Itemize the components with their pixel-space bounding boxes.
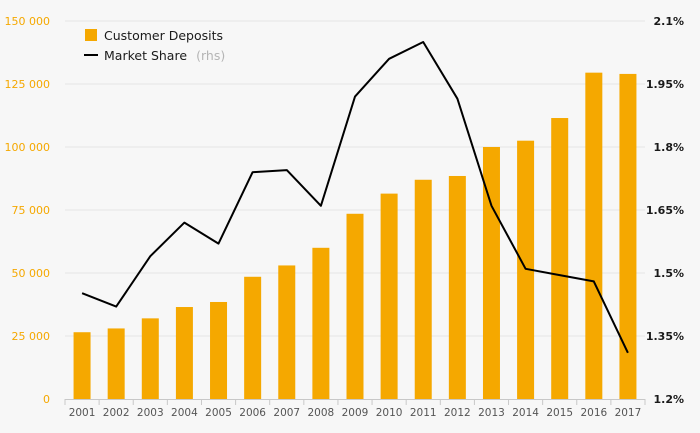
left-tick-label: 125 000: [5, 78, 51, 91]
x-tick-label: 2013: [478, 407, 505, 419]
x-tick-label: 2008: [308, 407, 335, 419]
x-tick-label: 2003: [137, 407, 164, 419]
right-tick-label: 1.5%: [653, 267, 684, 280]
left-tick-label: 150 000: [5, 15, 51, 28]
right-tick-label: 1.65%: [646, 204, 684, 217]
left-tick-label: 75 000: [12, 204, 51, 217]
x-tick-label: 2009: [342, 407, 369, 419]
left-tick-label: 0: [43, 393, 50, 406]
x-tick-label: 2007: [273, 407, 300, 419]
legend-label-market-share: Market Share: [104, 48, 187, 63]
bar: [244, 276, 262, 399]
x-tick-label: 2005: [205, 407, 232, 419]
right-tick-label: 1.35%: [646, 330, 684, 343]
axes: [64, 399, 646, 405]
right-tick-label: 1.95%: [646, 78, 684, 91]
bar: [346, 213, 364, 399]
bar: [585, 72, 603, 399]
x-tick-label: 2011: [410, 407, 437, 419]
bar: [141, 318, 159, 399]
bar: [448, 175, 466, 399]
bar: [551, 118, 569, 400]
bar: [278, 265, 296, 399]
legend-swatch-customer-deposits: [85, 29, 97, 41]
legend-label-customer-deposits: Customer Deposits: [104, 28, 223, 43]
x-tick-label: 2002: [103, 407, 130, 419]
x-axis-ticks: 2001 2002 2003 2004 2005 2006 2007 2008 2009 2010…: [69, 407, 642, 419]
x-tick-label: 2010: [376, 407, 403, 419]
right-tick-label: 2.1%: [653, 15, 684, 28]
x-tick-label: 2014: [512, 407, 539, 419]
bar: [619, 73, 637, 400]
x-tick-label: 2001: [69, 407, 96, 419]
bar: [107, 328, 125, 399]
bar: [517, 140, 535, 399]
x-tick-label: 2015: [546, 407, 573, 419]
x-tick-label: 2006: [239, 407, 266, 419]
bar: [482, 147, 500, 399]
bar: [210, 301, 228, 399]
x-tick-label: 2016: [580, 407, 607, 419]
left-tick-label: 25 000: [12, 330, 51, 343]
bar-series-customer-deposits: [73, 72, 637, 400]
x-tick-label: 2017: [615, 407, 642, 419]
left-tick-label: 100 000: [5, 141, 51, 154]
bar: [73, 332, 91, 399]
right-axis-ticks: 1.2% 1.35% 1.5% 1.65% 1.8% 1.95% 2.1%: [646, 15, 684, 406]
legend-note-rhs: (rhs): [196, 48, 225, 63]
bar: [175, 307, 193, 399]
bar: [312, 247, 330, 399]
svg-text:Market Share (rhs): Market Share (rhs): [104, 45, 225, 64]
gridlines: [65, 20, 645, 337]
right-tick-label: 1.8%: [653, 141, 684, 154]
x-tick-label: 2004: [171, 407, 198, 419]
right-tick-label: 1.2%: [653, 393, 684, 406]
line-series-market-share: [81, 41, 629, 354]
x-tick-label: 2012: [444, 407, 471, 419]
bar: [414, 179, 432, 399]
bar: [380, 193, 398, 399]
legend: Customer Deposits Market Share (rhs): [84, 28, 225, 64]
left-axis-ticks: 0 25 000 50 000 75 000 100 000 125 000 150 000: [5, 15, 51, 406]
left-tick-label: 50 000: [12, 267, 51, 280]
